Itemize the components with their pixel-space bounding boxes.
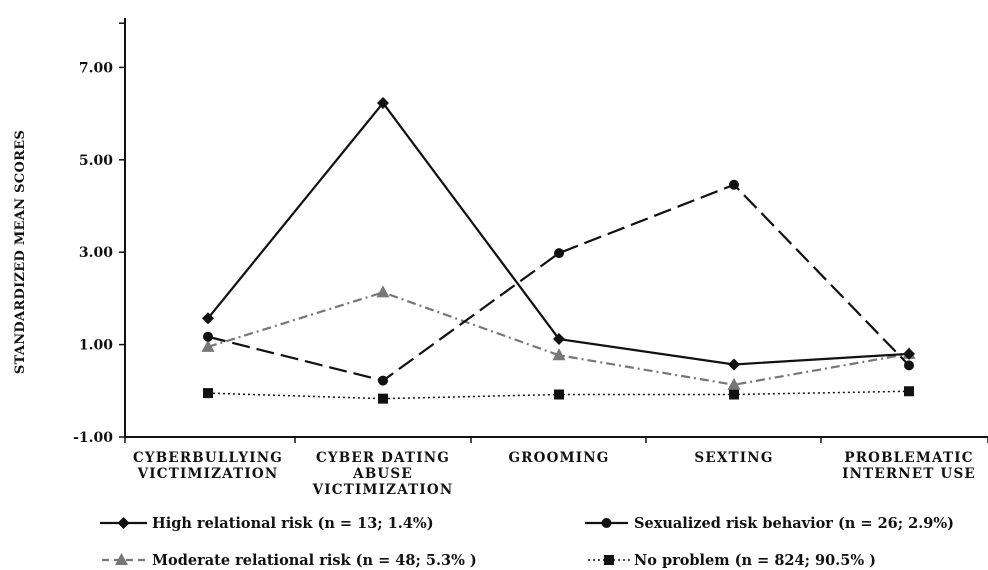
- data-point-diamond: [377, 96, 389, 109]
- x-category-label-line: PROBLEMATIC: [844, 450, 973, 466]
- legend-label: No problem (n = 824; 90.5% ): [634, 552, 876, 569]
- legend-item: No problem (n = 824; 90.5% ): [588, 552, 876, 569]
- x-category-label-line: ABUSE: [352, 466, 413, 482]
- legend-item: Moderate relational risk (n = 48; 5.3% ): [102, 552, 477, 569]
- x-category-label-line: VICTIMIZATION: [137, 466, 279, 482]
- data-point-circle: [378, 375, 388, 386]
- series-line: [207, 101, 910, 366]
- data-point-diamond: [117, 517, 130, 529]
- x-category-label-line: INTERNET USE: [842, 466, 976, 482]
- x-category-label-line: VICTIMIZATION: [312, 482, 454, 498]
- data-point-diamond: [728, 358, 740, 371]
- x-category-label: SEXTING: [694, 450, 773, 466]
- data-point-square: [203, 388, 213, 399]
- x-category-label-line: CYBER DATING: [316, 450, 450, 466]
- x-category-label: GROOMING: [509, 450, 610, 466]
- data-point-triangle: [552, 348, 566, 361]
- chart-legend: High relational risk (n = 13; 1.4%) Sexua…: [100, 515, 954, 569]
- y-tick-label: 3.00: [79, 245, 113, 261]
- series-line: [207, 291, 910, 386]
- series-1: [203, 179, 914, 386]
- legend-label: Moderate relational risk (n = 48; 5.3% ): [152, 552, 477, 569]
- series-3: [203, 386, 914, 404]
- data-point-circle: [904, 360, 914, 371]
- data-point-square: [904, 386, 914, 397]
- data-point-square: [729, 389, 739, 400]
- chart-axes: [124, 18, 988, 438]
- data-point-triangle: [115, 553, 128, 565]
- data-point-triangle: [376, 285, 390, 298]
- y-axis-label: STANDARDIZED MEAN SCORES: [13, 130, 28, 374]
- x-category-label-line: SEXTING: [694, 450, 773, 466]
- legend-item: Sexualized risk behavior (n = 26; 2.9%): [585, 515, 954, 532]
- data-point-diamond: [202, 312, 214, 325]
- chart-series: [201, 96, 916, 404]
- data-point-circle: [729, 179, 739, 190]
- data-point-square: [554, 389, 564, 400]
- series-0: [202, 96, 915, 371]
- y-axis-ticks: -1.00 1.00 3.00 5.00 7.00: [73, 22, 125, 446]
- x-category-label-line: CYBERBULLYING: [133, 450, 283, 466]
- legend-label: Sexualized risk behavior (n = 26; 2.9%): [634, 515, 954, 532]
- legend-item: High relational risk (n = 13; 1.4%): [100, 515, 434, 532]
- data-point-square: [604, 555, 614, 565]
- data-point-square: [378, 393, 388, 404]
- y-tick-label: -1.00: [73, 430, 113, 446]
- data-point-circle: [601, 518, 612, 528]
- data-point-diamond: [903, 347, 915, 360]
- data-point-triangle: [727, 377, 741, 390]
- y-tick-label: 5.00: [79, 153, 113, 169]
- data-point-triangle: [201, 339, 215, 352]
- x-category-label-line: GROOMING: [509, 450, 610, 466]
- data-point-circle: [203, 331, 213, 342]
- legend-label: High relational risk (n = 13; 1.4%): [152, 515, 434, 532]
- y-tick-label: 1.00: [79, 338, 113, 354]
- data-point-diamond: [553, 333, 565, 346]
- data-point-circle: [554, 248, 564, 259]
- y-tick-label: 7.00: [79, 60, 113, 76]
